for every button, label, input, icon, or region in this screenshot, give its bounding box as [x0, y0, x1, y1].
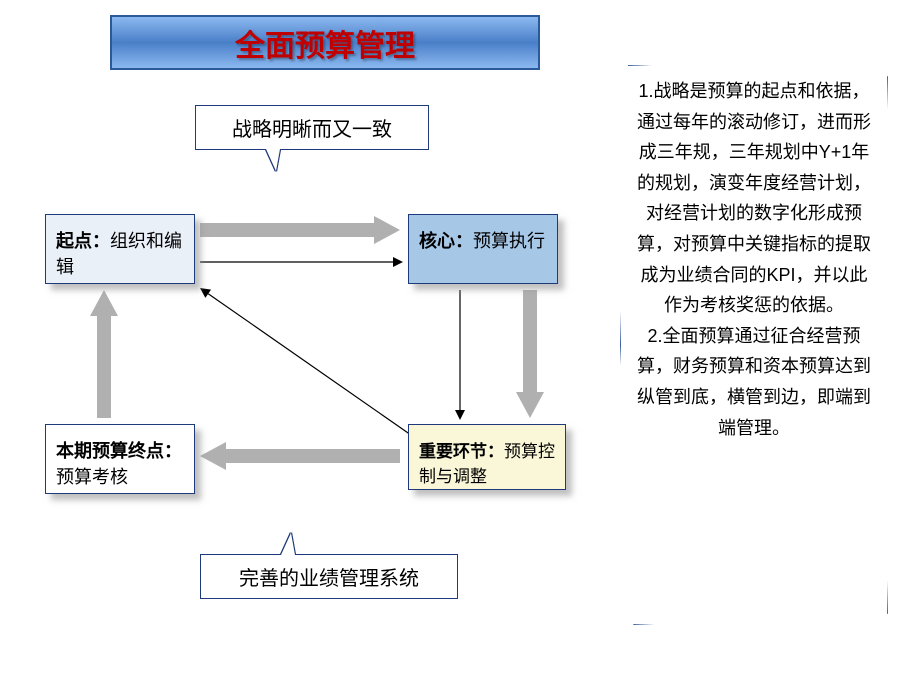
arrow-start-core-thick	[200, 216, 400, 244]
box-key-label: 重要环节：	[419, 442, 504, 461]
side-item-0: 1.战略是预算的起点和依据，通过每年的滚动修订，进而形成三年规，三年规划中Y+1…	[635, 76, 873, 321]
box-core-text: 预算执行	[473, 231, 545, 251]
side-panel: 1.战略是预算的起点和依据，通过每年的滚动修订，进而形成三年规，三年规划中Y+1…	[620, 65, 888, 625]
top-callout-text: 战略明晰而又一致	[232, 113, 392, 142]
bottom-callout: 完善的业绩管理系统	[200, 554, 458, 599]
top-callout: 战略明晰而又一致	[195, 105, 429, 150]
arrow-key-start-thin	[200, 288, 411, 435]
box-core: 核心：预算执行	[408, 214, 558, 284]
arrow-key-end-thick	[200, 442, 400, 470]
box-end-text: 预算考核	[56, 467, 128, 487]
side-item-1: 2.全面预算通过征合经营预算，财务预算和资本预算达到纵管到底，横管到边，即端到端…	[635, 321, 873, 443]
box-key: 重要环节：预算控制与调整	[408, 424, 566, 490]
box-end: 本期预算终点： 预算考核	[45, 424, 195, 494]
arrow-core-key-thin	[455, 290, 465, 420]
title-text: 全面预算管理	[235, 21, 415, 65]
arrow-core-key-thick	[516, 290, 544, 418]
top-callout-tail	[266, 149, 280, 171]
box-core-label: 核心：	[419, 231, 473, 251]
box-start-label: 起点：	[56, 231, 110, 251]
bottom-callout-tail	[281, 533, 295, 555]
box-end-label: 本期预算终点：	[56, 441, 182, 461]
box-start: 起点：组织和编辑	[45, 214, 195, 284]
title-bar: 全面预算管理	[110, 15, 540, 70]
arrow-end-start-thick	[90, 290, 118, 418]
bottom-callout-text: 完善的业绩管理系统	[239, 562, 419, 591]
arrow-start-core-thin	[200, 257, 403, 267]
